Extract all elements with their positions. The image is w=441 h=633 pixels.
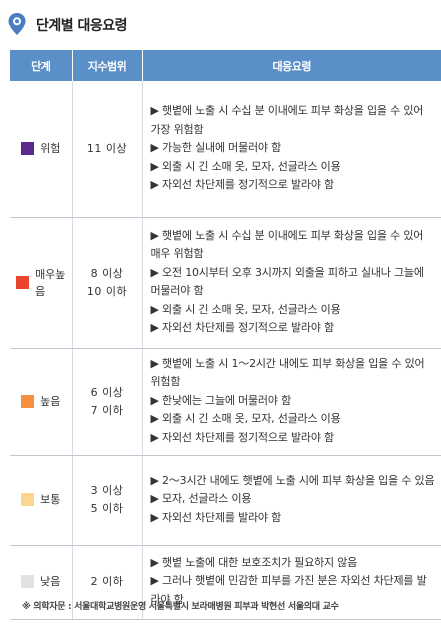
level-label: 보통 (40, 493, 61, 506)
action-item: ▶ 햇볕 노출에 대한 보호조치가 필요하지 않음 (150, 555, 358, 569)
action-item: ▶ 가능한 실내에 머물러야 함 (150, 141, 282, 154)
actions-cell: ▶ 2～3시간 내에도 햇볕에 노출 시에 피부 화상을 입을 수 있음 ▶ 모… (142, 455, 441, 546)
index-range-label: 5 이하 (90, 502, 124, 515)
level-cell: 보통 (10, 455, 73, 546)
index-range-label: 7 이하 (90, 403, 124, 417)
level-cell: 높음 (10, 348, 73, 456)
action-item: ▶ 자외선 차단제를 정기적으로 발라야 함 (150, 321, 335, 334)
action-item: ▶ 햇볕에 노출 시 수십 분 이내에도 피부 화상을 입을 수 있어 가장 위… (150, 104, 424, 136)
level-label: 음 (35, 284, 46, 298)
level-color-swatch (16, 276, 30, 289)
action-item: ▶ 햇볕에 노출 시 1～2시간 내에도 피부 화상을 입을 수 있어 위험함 (150, 356, 425, 389)
column-header-level: 단계 (10, 50, 73, 81)
index-range-cell: 6 이상 7 이하 (72, 348, 143, 456)
index-range-label: 3 이상 (90, 484, 124, 497)
actions-cell: ▶ 햇볕에 노출 시 수십 분 이내에도 피부 화상을 입을 수 있어 매우 위… (142, 217, 441, 349)
table-row: 보통 3 이상 5 이하 ▶ 2～3시간 내에도 햇볕에 노출 시에 피부 화상… (10, 455, 441, 546)
action-item: ▶ 외출 시 긴 소매 옷, 모자, 선글라스 이용 (150, 412, 341, 426)
level-label: 높음 (40, 394, 61, 408)
level-label: 위험 (40, 141, 61, 155)
level-color-swatch (21, 141, 35, 155)
medical-advisory-note: ※ 의학자문 : 서울대학교병원운영 서울특별시 보라매병원 피부과 박현선 서… (22, 599, 339, 612)
actions-cell: ▶ 햇볕에 노출 시 1～2시간 내에도 피부 화상을 입을 수 있어 위험함 … (142, 348, 441, 456)
level-cell: 낮음 (10, 545, 73, 620)
action-item: ▶ 외출 시 긴 소매 옷, 모자, 선글라스 이용 (150, 159, 341, 173)
level-color-swatch (21, 575, 35, 588)
actions-cell: ▶ 햇볕에 노출 시 수십 분 이내에도 피부 화상을 입을 수 있어 가장 위… (142, 81, 441, 218)
table-row: 위험 11 이상 ▶ 햇볕에 노출 시 수십 분 이내에도 피부 화상을 입을 … (10, 81, 441, 218)
action-item: ▶ 외출 시 긴 소매 옷, 모자, 선글라스 이용 (150, 302, 341, 316)
index-range-label: 11 이상 (86, 141, 128, 155)
table-row: 낮음 2 이하 ▶ 햇볕 노출에 대한 보호조치가 필요하지 않음 ▶ 그러나 … (10, 545, 441, 620)
actions-cell: ▶ 햇볕 노출에 대한 보호조치가 필요하지 않음 ▶ 그러나 햇볕에 민감한 … (142, 545, 441, 620)
level-cell: 위험 (10, 81, 73, 218)
action-item: ▶ 자외선 차단제를 정기적으로 발라야 함 (150, 178, 335, 191)
action-item: ▶ 그러나 햇볕에 민감한 피부를 가진 분은 자외선 차단제를 발라야 함 (150, 574, 427, 606)
table-header-row: 단계 지수범위 대응요령 (10, 50, 441, 81)
action-item: ▶ 자외선 차단제를 정기적으로 발라야 함 (150, 430, 335, 444)
uv-level-table: 단계 지수범위 대응요령 위험 11 이상 ▶ 햇볕에 노출 시 수십 분 이내… (10, 50, 441, 620)
level-cell: 매우높 음 (10, 217, 73, 349)
index-range-cell: 2 이하 (72, 545, 143, 620)
column-header-actions: 대응요령 (142, 50, 441, 81)
index-range-cell: 8 이상 10 이하 (72, 217, 143, 349)
index-range-label: 6 이상 (90, 385, 124, 399)
action-item: ▶ 한낮에는 그늘에 머물러야 함 (150, 393, 292, 407)
table-row: 높음 6 이상 7 이하 ▶ 햇볕에 노출 시 1～2시간 내에도 피부 화상을… (10, 348, 441, 456)
level-label: 매우높 (35, 267, 66, 281)
level-color-swatch (21, 493, 35, 506)
table-row: 매우높 음 8 이상 10 이하 ▶ 햇볕에 노출 시 수십 분 이내에도 피부… (10, 217, 441, 349)
action-item: ▶ 오전 10시부터 오후 3시까지 외출을 피하고 실내나 그늘에 머물러야 … (150, 265, 424, 298)
advisory-label: ※ 의학자문 : (22, 602, 75, 612)
index-range-cell: 11 이상 (72, 81, 143, 218)
action-item: ▶ 2～3시간 내에도 햇볕에 노출 시에 피부 화상을 입을 수 있음 (150, 473, 435, 487)
action-item: ▶ 모자, 선글라스 이용 (150, 492, 252, 506)
index-range-label: 2 이하 (90, 575, 124, 588)
map-pin-icon (8, 13, 26, 35)
column-header-range: 지수범위 (72, 50, 143, 81)
action-item: ▶ 자외선 차단제를 발라야 함 (150, 510, 282, 524)
section-title: 단계별 대응요령 (36, 18, 128, 34)
advisory-text: 서울대학교병원운영 서울특별시 보라매병원 피부과 박현선 서울의대 교수 (74, 602, 339, 612)
level-label: 낮음 (40, 575, 61, 588)
index-range-label: 10 이하 (86, 284, 128, 298)
index-range-cell: 3 이상 5 이하 (72, 455, 143, 546)
index-range-label: 8 이상 (90, 266, 124, 280)
section-header: 단계별 대응요령 (0, 0, 441, 46)
action-item: ▶ 햇볕에 노출 시 수십 분 이내에도 피부 화상을 입을 수 있어 매우 위… (150, 228, 424, 261)
level-color-swatch (21, 394, 35, 408)
